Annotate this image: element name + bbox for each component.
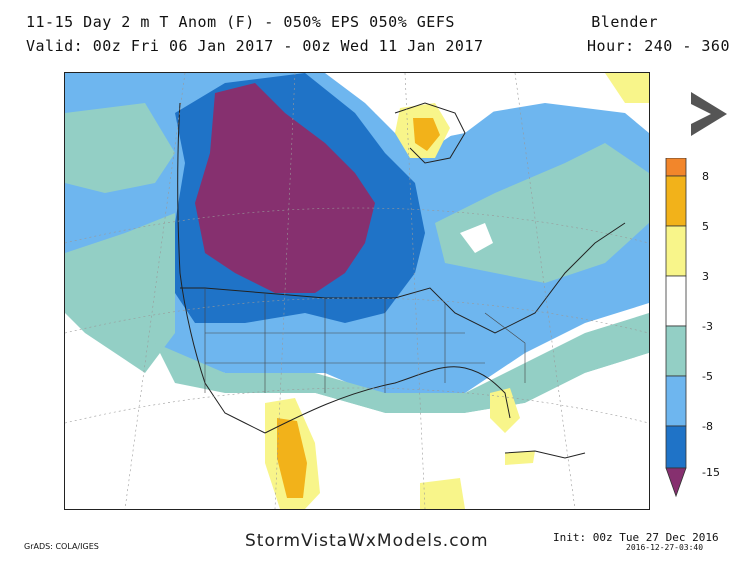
anomaly-region-orange-mexico [277, 418, 307, 498]
scale-gt8 [665, 157, 687, 177]
state-borders [204, 288, 526, 393]
anomaly-region-teal-north [65, 103, 175, 193]
anomaly-region-purple [195, 83, 375, 293]
grads-credit: GrADS: COLA/IGES [24, 542, 99, 551]
anomaly-region-yellow-cuba [505, 451, 535, 465]
scale-tick-5: 5 [702, 220, 709, 233]
color-scale [664, 157, 692, 498]
scale-tick-m8: -8 [702, 420, 713, 433]
scale-m3tom5 [665, 325, 687, 377]
scale-tick-m3: -3 [702, 320, 713, 333]
anomaly-map [64, 72, 650, 510]
lat-lon-grid [65, 73, 649, 509]
scale-tick-m5: -5 [702, 370, 713, 383]
anomaly-region-teal-south [155, 313, 649, 413]
valid-period: Valid: 00z Fri 06 Jan 2017 - 00z Wed 11 … [26, 37, 484, 55]
scale-3to5 [665, 225, 687, 277]
next-map-button[interactable] [683, 86, 735, 142]
generated-stamp: 2016-12-27-03:40 [626, 543, 704, 552]
neutral-region-lakes [460, 223, 493, 253]
anomaly-region-yellow-corner [605, 73, 649, 103]
anomaly-region-teal-east [435, 143, 649, 283]
scale-tick-3: 3 [702, 270, 709, 283]
scale-tick-m15: -15 [702, 466, 720, 479]
brand-link[interactable]: StormVistaWxModels.com [245, 531, 489, 551]
neutral-region-south [65, 333, 175, 509]
scale-5to8 [665, 175, 687, 227]
scale-neutral [665, 275, 687, 327]
init-time: Init: 00z Tue 27 Dec 2016 [553, 531, 719, 544]
map-canvas [65, 73, 649, 509]
scale-tick-8: 8 [702, 170, 709, 183]
anomaly-region-yellow-gulf [420, 478, 465, 509]
chevron-right-icon [691, 92, 727, 136]
anomaly-region-orange-hudson [413, 118, 440, 151]
map-title: 11-15 Day 2 m T Anom (F) - 050% EPS 050%… [26, 13, 455, 31]
scale-lt-m15 [665, 467, 687, 498]
model-name: Blender [591, 13, 658, 31]
anomaly-region-teal-west [65, 213, 175, 373]
forecast-hour: Hour: 240 - 360 [587, 37, 730, 55]
scale-m5tom8 [665, 375, 687, 427]
anomaly-region-yellow-florida [490, 388, 520, 433]
scale-m8tom15 [665, 425, 687, 469]
coastlines [177, 102, 626, 459]
